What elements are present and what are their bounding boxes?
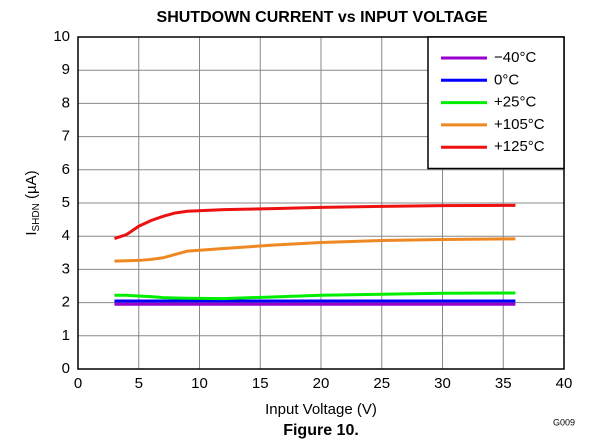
x-tick-label: 0 — [74, 375, 82, 392]
plot-frame — [77, 36, 565, 370]
caption: Figure 10. — [283, 422, 359, 439]
y-tick-label: 7 — [62, 128, 70, 145]
x-tick-label: 20 — [313, 375, 330, 392]
y-axis-label: ISHDN (µA) — [23, 170, 42, 235]
series-line — [113, 203, 516, 240]
legend-label: +105°C — [494, 116, 545, 133]
y-tick-label: 0 — [62, 360, 70, 377]
series-line — [114, 237, 516, 263]
y-tick-label: 5 — [62, 194, 70, 211]
y-tick-label: 2 — [62, 294, 70, 311]
x-axis-label: Input Voltage (V) — [265, 401, 377, 418]
y-tick-label: 8 — [62, 94, 70, 111]
chart-title: SHUTDOWN CURRENT vs INPUT VOLTAGE — [157, 9, 488, 26]
x-tick-label: 40 — [556, 375, 573, 392]
x-tick-label: 25 — [373, 375, 390, 392]
x-tick-label: 10 — [191, 375, 208, 392]
y-tick-label: 1 — [62, 327, 70, 344]
y-tick-label: 6 — [62, 161, 70, 178]
x-tick-label: 15 — [252, 375, 269, 392]
y-tick-label: 9 — [62, 61, 70, 78]
x-tick-label: 5 — [135, 375, 143, 392]
figure-id: G009 — [553, 417, 575, 427]
y-tick-label: 10 — [53, 28, 70, 45]
legend-label: +125°C — [494, 138, 545, 155]
legend-label: 0°C — [494, 71, 519, 88]
series-line — [114, 291, 516, 301]
y-tick-label: 4 — [62, 227, 70, 244]
x-tick-label: 35 — [495, 375, 512, 392]
y-label-main: I — [23, 231, 40, 235]
y-label-sub: SHDN — [31, 203, 42, 231]
y-label-rest: (µA) — [23, 170, 40, 203]
x-tick-label: 30 — [434, 375, 451, 392]
y-tick-label: 3 — [62, 260, 70, 277]
legend-label: −40°C — [494, 49, 536, 66]
legend-label: +25°C — [494, 94, 536, 111]
